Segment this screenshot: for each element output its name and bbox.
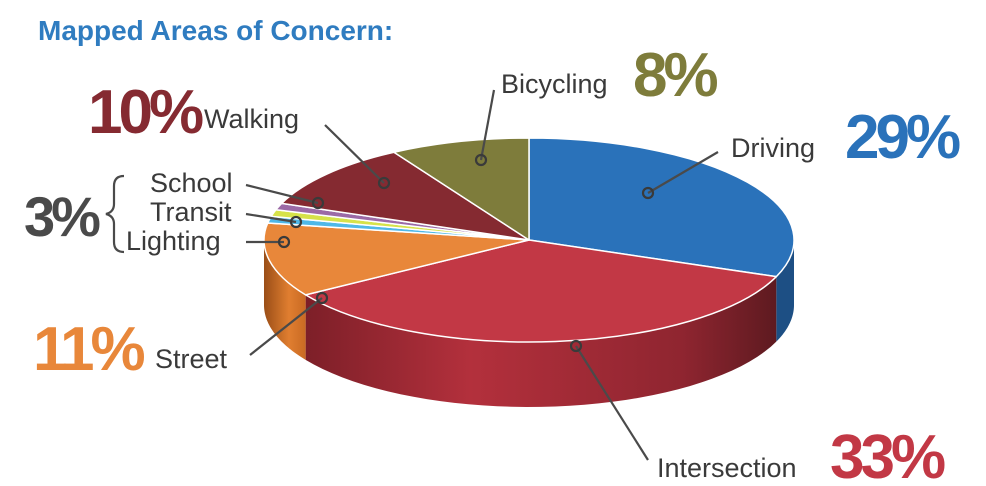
- label-school: School: [150, 168, 233, 198]
- pct-walking: 10%: [88, 78, 203, 147]
- leader-lines: [105, 89, 719, 461]
- leader-street: [249, 297, 323, 356]
- pct-driving: 29%: [845, 103, 960, 172]
- leader-dot-street: [315, 291, 329, 305]
- pct-street: 11%: [33, 315, 145, 384]
- slice-intersection: [304, 239, 778, 343]
- label-bicycling: Bicycling: [501, 69, 608, 99]
- slice-driving: [528, 137, 795, 278]
- leader-dot-walking: [377, 176, 391, 190]
- label-lighting: Lighting: [126, 226, 221, 256]
- group-brace: [105, 174, 125, 254]
- pct-group: 3%: [24, 185, 100, 248]
- pct-bicycling: 8%: [633, 41, 717, 110]
- leader-dot-school: [311, 196, 325, 210]
- leader-dot-driving: [641, 186, 655, 200]
- leader-walking: [324, 124, 385, 184]
- slice-side-intersection: [305, 276, 777, 407]
- leader-school: [245, 183, 319, 205]
- label-transit: Transit: [150, 197, 232, 227]
- leader-dot-intersection: [569, 339, 583, 353]
- pct-intersection: 33%: [830, 423, 945, 486]
- leader-driving: [647, 151, 719, 194]
- label-street: Street: [155, 344, 228, 374]
- slice-walking: [280, 151, 530, 241]
- leader-dot-lighting: [277, 235, 291, 249]
- leader-transit: [245, 212, 297, 224]
- slice-side-street: [264, 240, 306, 360]
- pie-sides: [264, 240, 794, 407]
- label-driving: Driving: [731, 133, 815, 163]
- leader-dot-transit: [289, 215, 303, 229]
- leader-intersection: [575, 345, 649, 461]
- label-intersection: Intersection: [657, 453, 797, 483]
- label-walking: Walking: [204, 104, 299, 134]
- chart-title: Mapped Areas of Concern:: [38, 15, 393, 46]
- pie-top: [263, 137, 795, 343]
- leader-dot-bicycling: [474, 153, 488, 167]
- slice-bicycling: [393, 137, 530, 241]
- labels: Driving 29% Intersection 33% Street 11% …: [24, 41, 964, 486]
- leader-bicycling: [479, 89, 496, 161]
- slice-street: [263, 222, 530, 296]
- slice-side-driving: [776, 240, 794, 342]
